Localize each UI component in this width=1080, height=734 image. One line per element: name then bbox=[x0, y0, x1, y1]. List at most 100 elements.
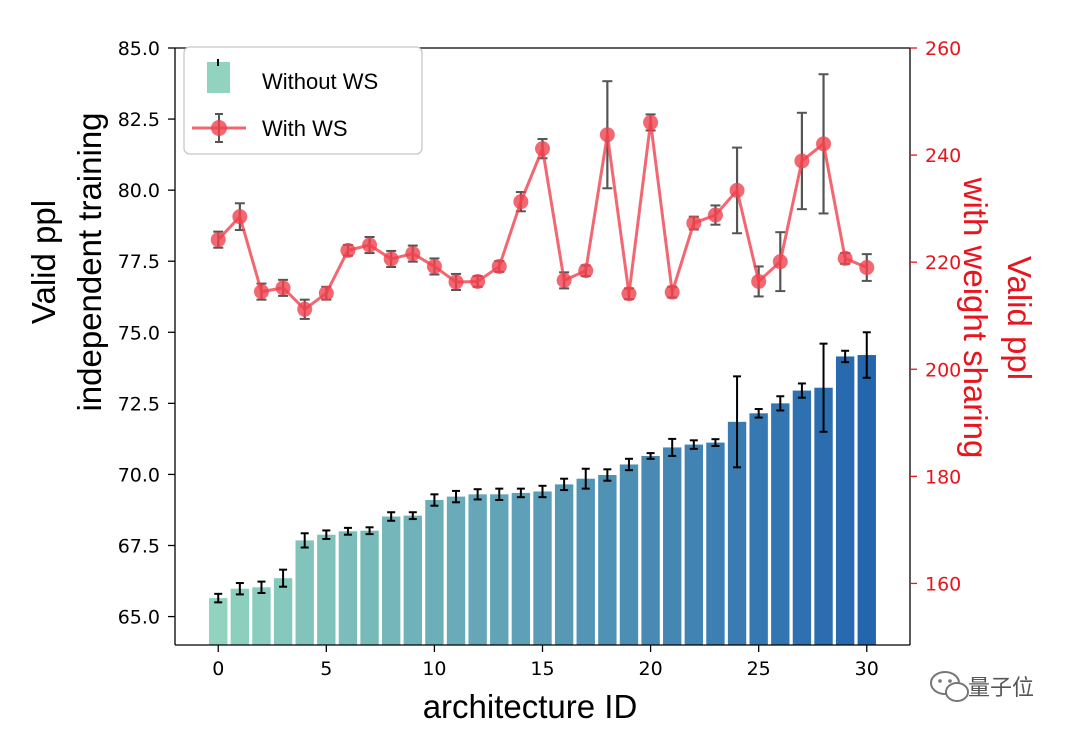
bar-28 bbox=[814, 387, 833, 645]
x-tick-label-15: 15 bbox=[530, 658, 554, 680]
line-point-24 bbox=[729, 182, 745, 198]
line-point-6 bbox=[340, 242, 356, 258]
x-tick-label-0: 0 bbox=[212, 658, 224, 680]
bar-0 bbox=[209, 598, 228, 645]
line-point-19 bbox=[621, 286, 637, 302]
legend-entry-without-ws: Without WS bbox=[207, 59, 378, 94]
bar-1 bbox=[230, 588, 250, 645]
line-point-9 bbox=[405, 246, 421, 262]
x-axis-title: architecture ID bbox=[423, 688, 638, 725]
line-point-30 bbox=[859, 260, 875, 276]
bar-3 bbox=[273, 578, 293, 645]
line-point-0 bbox=[210, 232, 226, 248]
line-markers bbox=[210, 114, 875, 317]
watermark-text: 量子位 bbox=[968, 676, 1034, 701]
line-point-26 bbox=[772, 254, 788, 270]
x-tick-label-5: 5 bbox=[320, 658, 332, 680]
legend-bar-swatch bbox=[207, 62, 230, 93]
x-tick-label-10: 10 bbox=[422, 658, 446, 680]
line-point-16 bbox=[556, 272, 572, 288]
right-axis-ticks: 160 180 200 220 240 260 bbox=[910, 38, 961, 595]
left-axis-title: Valid ppl independent training bbox=[25, 112, 108, 411]
line-point-18 bbox=[599, 127, 615, 143]
bar-8 bbox=[381, 516, 401, 645]
bar-12 bbox=[468, 494, 487, 645]
bar-22 bbox=[684, 444, 704, 645]
left-axis-title-line2: independent training bbox=[71, 112, 108, 411]
bar-15 bbox=[533, 491, 552, 645]
bar-4 bbox=[295, 540, 314, 645]
line-point-12 bbox=[470, 273, 486, 289]
watermark: 量子位 bbox=[930, 671, 1034, 702]
bar-25 bbox=[749, 413, 768, 645]
legend-line-marker bbox=[211, 120, 227, 136]
bar-18 bbox=[598, 474, 617, 645]
legend-label-with-ws: With WS bbox=[262, 116, 348, 141]
line-point-17 bbox=[578, 263, 594, 279]
bar-16 bbox=[554, 484, 574, 645]
bar-series bbox=[209, 355, 876, 645]
bar-30 bbox=[857, 355, 876, 645]
right-tick-label-200: 200 bbox=[925, 359, 961, 381]
line-point-29 bbox=[837, 250, 853, 266]
bar-5 bbox=[317, 534, 336, 645]
left-tick-label-67.5: 67.5 bbox=[118, 536, 160, 558]
left-tick-label-77.5: 77.5 bbox=[118, 251, 160, 273]
left-tick-label-75.0: 75.0 bbox=[118, 322, 160, 344]
line-point-27 bbox=[794, 153, 810, 169]
bar-26 bbox=[771, 403, 790, 645]
legend-entry-with-ws: With WS bbox=[192, 113, 348, 143]
bar-7 bbox=[360, 530, 379, 645]
line-point-5 bbox=[318, 285, 334, 301]
line-point-4 bbox=[297, 301, 313, 317]
left-tick-label-72.5: 72.5 bbox=[118, 393, 160, 415]
line-point-3 bbox=[275, 280, 291, 296]
line-point-8 bbox=[383, 251, 399, 267]
bar-10 bbox=[425, 500, 444, 645]
bar-6 bbox=[338, 531, 358, 645]
bar-errorbars bbox=[214, 331, 871, 604]
line-point-23 bbox=[707, 207, 723, 223]
right-axis-title: Valid ppl with weight sharing bbox=[957, 177, 1038, 459]
right-tick-label-220: 220 bbox=[925, 252, 961, 274]
line-point-15 bbox=[535, 141, 550, 157]
bar-2 bbox=[252, 587, 271, 645]
line-point-13 bbox=[491, 258, 507, 274]
x-tick-label-25: 25 bbox=[747, 658, 771, 680]
line-point-7 bbox=[362, 237, 378, 253]
x-tick-label-20: 20 bbox=[638, 658, 662, 680]
legend: Without WS With WS bbox=[183, 46, 423, 155]
left-tick-label-70.0: 70.0 bbox=[118, 464, 160, 486]
line-point-1 bbox=[232, 209, 248, 225]
left-tick-label-82.5: 82.5 bbox=[118, 109, 160, 131]
legend-label-without-ws: Without WS bbox=[262, 69, 378, 94]
bar-29 bbox=[835, 356, 855, 645]
bar-14 bbox=[511, 492, 531, 645]
line-point-20 bbox=[643, 114, 659, 130]
left-axis-ticks: 65.0 67.5 70.0 72.5 75.0 77.5 80.0 82.5 85.0 bbox=[118, 38, 175, 629]
right-tick-label-260: 260 bbox=[925, 38, 961, 60]
x-tick-label-30: 30 bbox=[855, 658, 879, 680]
left-axis-title-line1: Valid ppl bbox=[25, 200, 62, 324]
line-point-28 bbox=[816, 136, 832, 152]
line-point-2 bbox=[253, 284, 269, 300]
bar-27 bbox=[792, 390, 812, 645]
left-tick-label-85.0: 85.0 bbox=[118, 38, 160, 60]
line-point-10 bbox=[426, 258, 442, 274]
right-axis-title-line2: with weight sharing bbox=[957, 177, 994, 459]
right-tick-label-180: 180 bbox=[925, 466, 961, 488]
bar-11 bbox=[446, 496, 466, 645]
bar-9 bbox=[403, 515, 422, 645]
line-point-25 bbox=[751, 273, 767, 289]
bar-19 bbox=[619, 464, 639, 645]
right-tick-label-160: 160 bbox=[925, 573, 961, 595]
bar-24 bbox=[727, 421, 747, 645]
x-axis-ticks: 0 5 10 15 20 25 30 bbox=[212, 645, 879, 680]
line-point-21 bbox=[664, 284, 680, 300]
left-tick-label-65.0: 65.0 bbox=[118, 607, 160, 629]
right-axis-title-line1: Valid ppl bbox=[1001, 256, 1038, 380]
bar-17 bbox=[576, 478, 595, 645]
line-point-22 bbox=[686, 215, 702, 231]
bar-21 bbox=[663, 447, 682, 645]
